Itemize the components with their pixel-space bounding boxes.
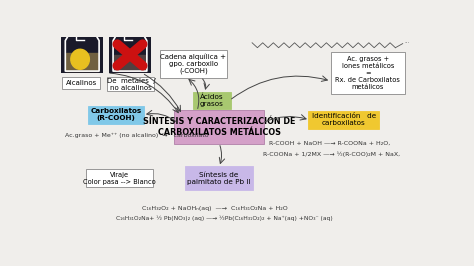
FancyBboxPatch shape bbox=[88, 106, 144, 124]
Text: R-COONa + 1/2MX —→ ½(R-COO)₂M + NaX,: R-COONa + 1/2MX —→ ½(R-COO)₂M + NaX, bbox=[263, 152, 400, 157]
FancyBboxPatch shape bbox=[160, 49, 227, 78]
Text: Cadena alquílica +
gpo. carboxilo
(-COOH): Cadena alquílica + gpo. carboxilo (-COOH… bbox=[160, 53, 226, 74]
FancyBboxPatch shape bbox=[86, 169, 154, 187]
FancyBboxPatch shape bbox=[63, 77, 100, 89]
FancyBboxPatch shape bbox=[330, 52, 405, 94]
Text: Ácidos
grasos: Ácidos grasos bbox=[200, 94, 224, 107]
Text: Carboxilatos
(R-COOH): Carboxilatos (R-COOH) bbox=[91, 108, 142, 121]
FancyBboxPatch shape bbox=[309, 111, 379, 129]
FancyBboxPatch shape bbox=[193, 92, 231, 109]
Text: Síntesis de
palmitato de Pb II: Síntesis de palmitato de Pb II bbox=[187, 172, 251, 185]
Text: R-COOH + NaOH —→ R-COONa + H₂O,: R-COOH + NaOH —→ R-COONa + H₂O, bbox=[269, 141, 390, 146]
Text: De  metales  /
no alcalinos: De metales / no alcalinos bbox=[107, 78, 155, 91]
Text: Ac. grasos +
Iones metálicos
=
Rx. de Carboxilatos
metálicos: Ac. grasos + Iones metálicos = Rx. de Ca… bbox=[336, 56, 400, 90]
FancyBboxPatch shape bbox=[174, 110, 264, 144]
FancyBboxPatch shape bbox=[185, 166, 253, 190]
Text: Identificación   de
carboxilatos: Identificación de carboxilatos bbox=[312, 114, 376, 127]
Text: ...: ... bbox=[405, 39, 410, 44]
Text: Ac.graso + Me⁺⁺ (no alcalino)  →   carboxilato: Ac.graso + Me⁺⁺ (no alcalino) → carboxil… bbox=[65, 133, 209, 138]
Text: Viraje
Color pasa --> Blanco: Viraje Color pasa --> Blanco bbox=[83, 172, 156, 185]
Text: C₁₆H₃₁O₂Na+ ½ Pb(NO₃)₂ (aq) —→ ½Pb(C₁₆H₃₁O₂)₂ + Na⁺(aq) +NO₃⁻ (aq): C₁₆H₃₁O₂Na+ ½ Pb(NO₃)₂ (aq) —→ ½Pb(C₁₆H₃… bbox=[116, 216, 333, 221]
Text: Alcalinos: Alcalinos bbox=[66, 80, 97, 86]
FancyBboxPatch shape bbox=[108, 77, 155, 91]
Text: SÍNTESIS Y CARACTERIZACIÓN DE
CARBOXILATOS METÁLICOS: SÍNTESIS Y CARACTERIZACIÓN DE CARBOXILAT… bbox=[143, 118, 295, 137]
Text: C₁₆H₃₂O₂ + NaOHₙ(aq)  —→  C₁₆H₃₁O₂Na + H₂O: C₁₆H₃₂O₂ + NaOHₙ(aq) —→ C₁₆H₃₁O₂Na + H₂O bbox=[142, 206, 288, 211]
